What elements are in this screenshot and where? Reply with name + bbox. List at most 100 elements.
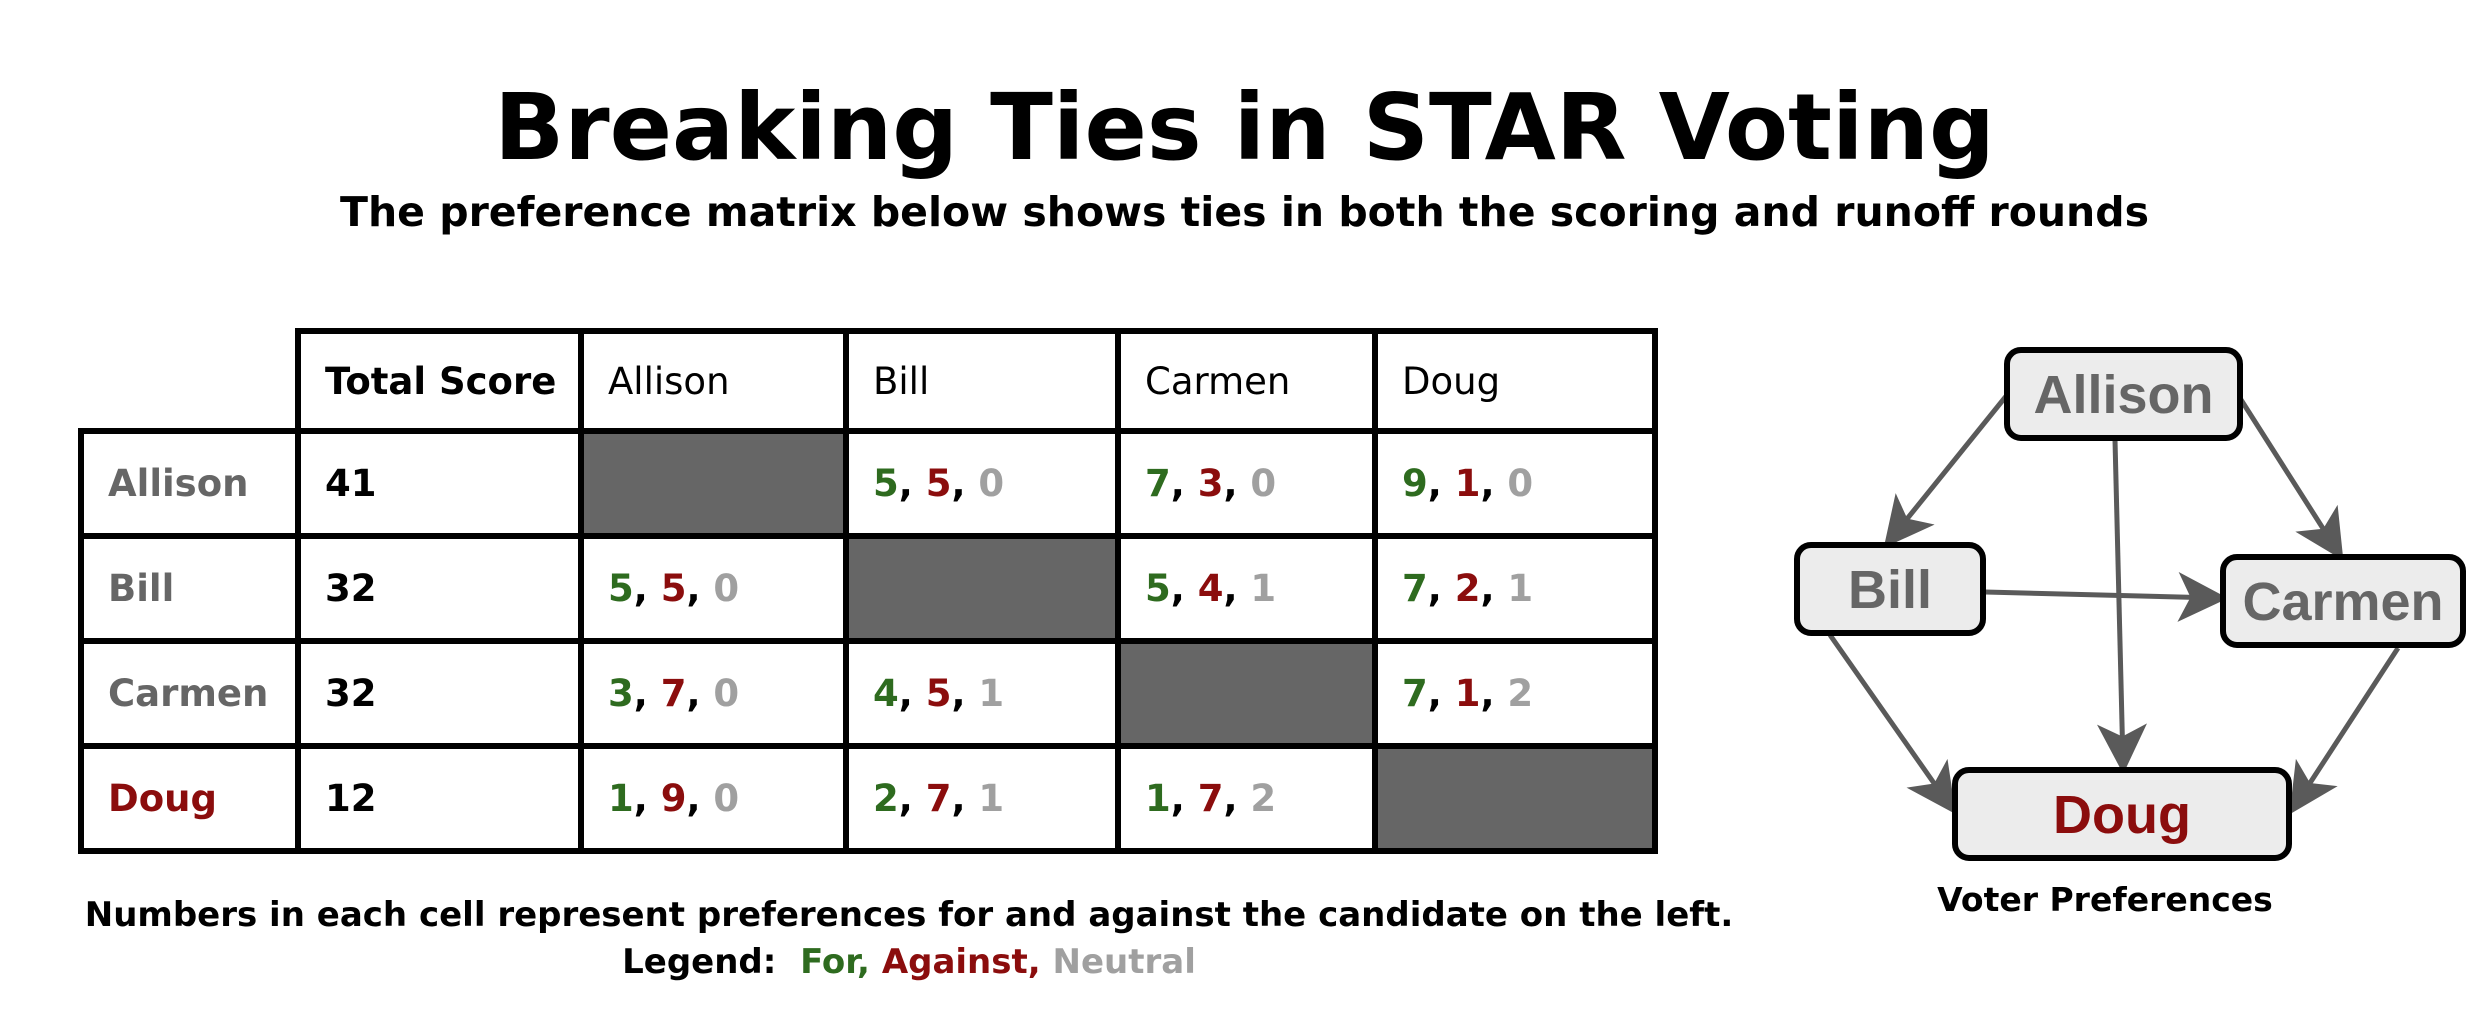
- page-title: Breaking Ties in STAR Voting: [494, 74, 1995, 181]
- for-count: 3: [608, 672, 634, 715]
- diagonal-cell: [1372, 743, 1658, 854]
- preference-cell: 7, 2, 1: [1372, 533, 1658, 644]
- neutral-count: 0: [713, 777, 740, 820]
- matrix-row: Bill 32 5, 5, 0 5, 4, 1 7, 2, 1: [78, 533, 1658, 644]
- preference-cell: 7, 1, 2: [1372, 638, 1658, 749]
- row-candidate-name: Bill: [78, 533, 301, 644]
- neutral-count: 1: [1507, 567, 1534, 610]
- row-candidate-name: Allison: [78, 428, 301, 539]
- against-count: 4: [1197, 567, 1224, 610]
- matrix-row: Allison 41 5, 5, 0 7, 3, 0 9, 1, 0: [78, 428, 1658, 539]
- diagonal-cell: [1115, 638, 1378, 749]
- graph-caption: Voter Preferences: [1937, 880, 2273, 919]
- against-count: 7: [660, 672, 687, 715]
- neutral-count: 0: [713, 672, 740, 715]
- total-score-cell: 41: [295, 428, 584, 539]
- edge-bill-to-carmen: [1984, 571, 2228, 622]
- neutral-count: 0: [978, 462, 1005, 505]
- legend-label: Legend:: [622, 942, 777, 982]
- against-count: 9: [660, 777, 687, 820]
- column-header-bill: Bill: [843, 328, 1121, 434]
- matrix-row: Carmen 32 3, 7, 0 4, 5, 1 7, 1, 2: [78, 638, 1658, 749]
- diagonal-cell: [578, 428, 849, 539]
- for-count: 7: [1145, 462, 1171, 505]
- preference-cell: 5, 5, 0: [578, 533, 849, 644]
- node-box: [2220, 554, 2466, 648]
- neutral-count: 1: [978, 777, 1005, 820]
- node-label: Doug: [2053, 785, 2191, 845]
- against-count: 1: [1454, 462, 1481, 505]
- diagonal-cell: [843, 533, 1121, 644]
- against-count: 2: [1454, 567, 1481, 610]
- column-header-allison: Allison: [578, 328, 849, 434]
- neutral-count: 0: [1250, 462, 1277, 505]
- neutral-count: 1: [1250, 567, 1277, 610]
- matrix-row: Doug 12 1, 9, 0 2, 7, 1 1, 7, 2: [78, 743, 1658, 854]
- for-count: 5: [1145, 567, 1171, 610]
- edge-allison-to-doug: [2097, 439, 2148, 774]
- for-count: 5: [608, 567, 634, 610]
- for-count: 9: [1402, 462, 1428, 505]
- row-candidate-name: Doug: [78, 743, 301, 854]
- node-box: [2004, 347, 2243, 441]
- column-header-carmen: Carmen: [1115, 328, 1378, 434]
- preference-cell: 1, 9, 0: [578, 743, 849, 854]
- against-count: 5: [660, 567, 687, 610]
- against-count: 5: [925, 672, 952, 715]
- neutral-count: 2: [1507, 672, 1534, 715]
- node-box: [1794, 542, 1986, 636]
- node-allison: Allison: [2004, 347, 2243, 441]
- for-count: 7: [1402, 567, 1428, 610]
- edge-allison-to-bill: [1883, 393, 2009, 548]
- preference-cell: 7, 3, 0: [1115, 428, 1378, 539]
- total-score-cell: 32: [295, 533, 584, 644]
- node-bill: Bill: [1794, 542, 1986, 636]
- against-count: 7: [1197, 777, 1224, 820]
- node-label: Allison: [2033, 365, 2213, 425]
- preference-cell: 9, 1, 0: [1372, 428, 1658, 539]
- legend-neutral: Neutral: [1052, 942, 1196, 982]
- neutral-count: 1: [978, 672, 1005, 715]
- matrix-note: Numbers in each cell represent preferenc…: [84, 895, 1734, 935]
- total-score-cell: 12: [295, 743, 584, 854]
- neutral-count: 2: [1250, 777, 1277, 820]
- graph-nodes: Allison Bill Carmen Doug: [1794, 347, 2466, 861]
- preference-cell: 5, 5, 0: [843, 428, 1121, 539]
- node-label: Bill: [1848, 560, 1932, 620]
- node-doug: Doug: [1952, 767, 2292, 861]
- node-carmen: Carmen: [2220, 554, 2466, 648]
- neutral-count: 0: [713, 567, 740, 610]
- preference-cell: 2, 7, 1: [843, 743, 1121, 854]
- for-count: 7: [1402, 672, 1428, 715]
- neutral-count: 0: [1507, 462, 1534, 505]
- against-count: 5: [925, 462, 952, 505]
- edge-allison-to-carmen: [2235, 393, 2344, 561]
- for-count: 1: [1145, 777, 1171, 820]
- legend-against: Against,: [881, 942, 1041, 982]
- against-count: 3: [1197, 462, 1224, 505]
- legend-for: For,: [800, 942, 870, 982]
- preference-matrix: Total Score Allison Bill Carmen Doug All…: [78, 328, 1658, 854]
- total-score-cell: 32: [295, 638, 584, 749]
- matrix-header-row: Total Score Allison Bill Carmen Doug: [81, 328, 1658, 434]
- edge-carmen-to-doug: [2289, 646, 2401, 815]
- node-label: Carmen: [2242, 572, 2443, 632]
- for-count: 4: [873, 672, 899, 715]
- preference-cell: 5, 4, 1: [1115, 533, 1378, 644]
- preference-cell: 1, 7, 2: [1115, 743, 1378, 854]
- column-header-doug: Doug: [1372, 328, 1658, 434]
- for-count: 5: [873, 462, 899, 505]
- matrix-body: Allison 41 5, 5, 0 7, 3, 0 9, 1, 0 Bill 32 5, 5…: [78, 428, 1658, 854]
- row-candidate-name: Carmen: [78, 638, 301, 749]
- for-count: 2: [873, 777, 899, 820]
- preference-cell: 3, 7, 0: [578, 638, 849, 749]
- total-score-header: Total Score: [295, 328, 584, 434]
- edge-bill-to-doug: [1827, 633, 1956, 815]
- node-box: [1952, 767, 2292, 861]
- for-count: 1: [608, 777, 634, 820]
- legend: Legend: For, Against, Neutral: [78, 945, 1740, 979]
- preference-cell: 4, 5, 1: [843, 638, 1121, 749]
- matrix-corner-cell: [81, 331, 301, 434]
- against-count: 1: [1454, 672, 1481, 715]
